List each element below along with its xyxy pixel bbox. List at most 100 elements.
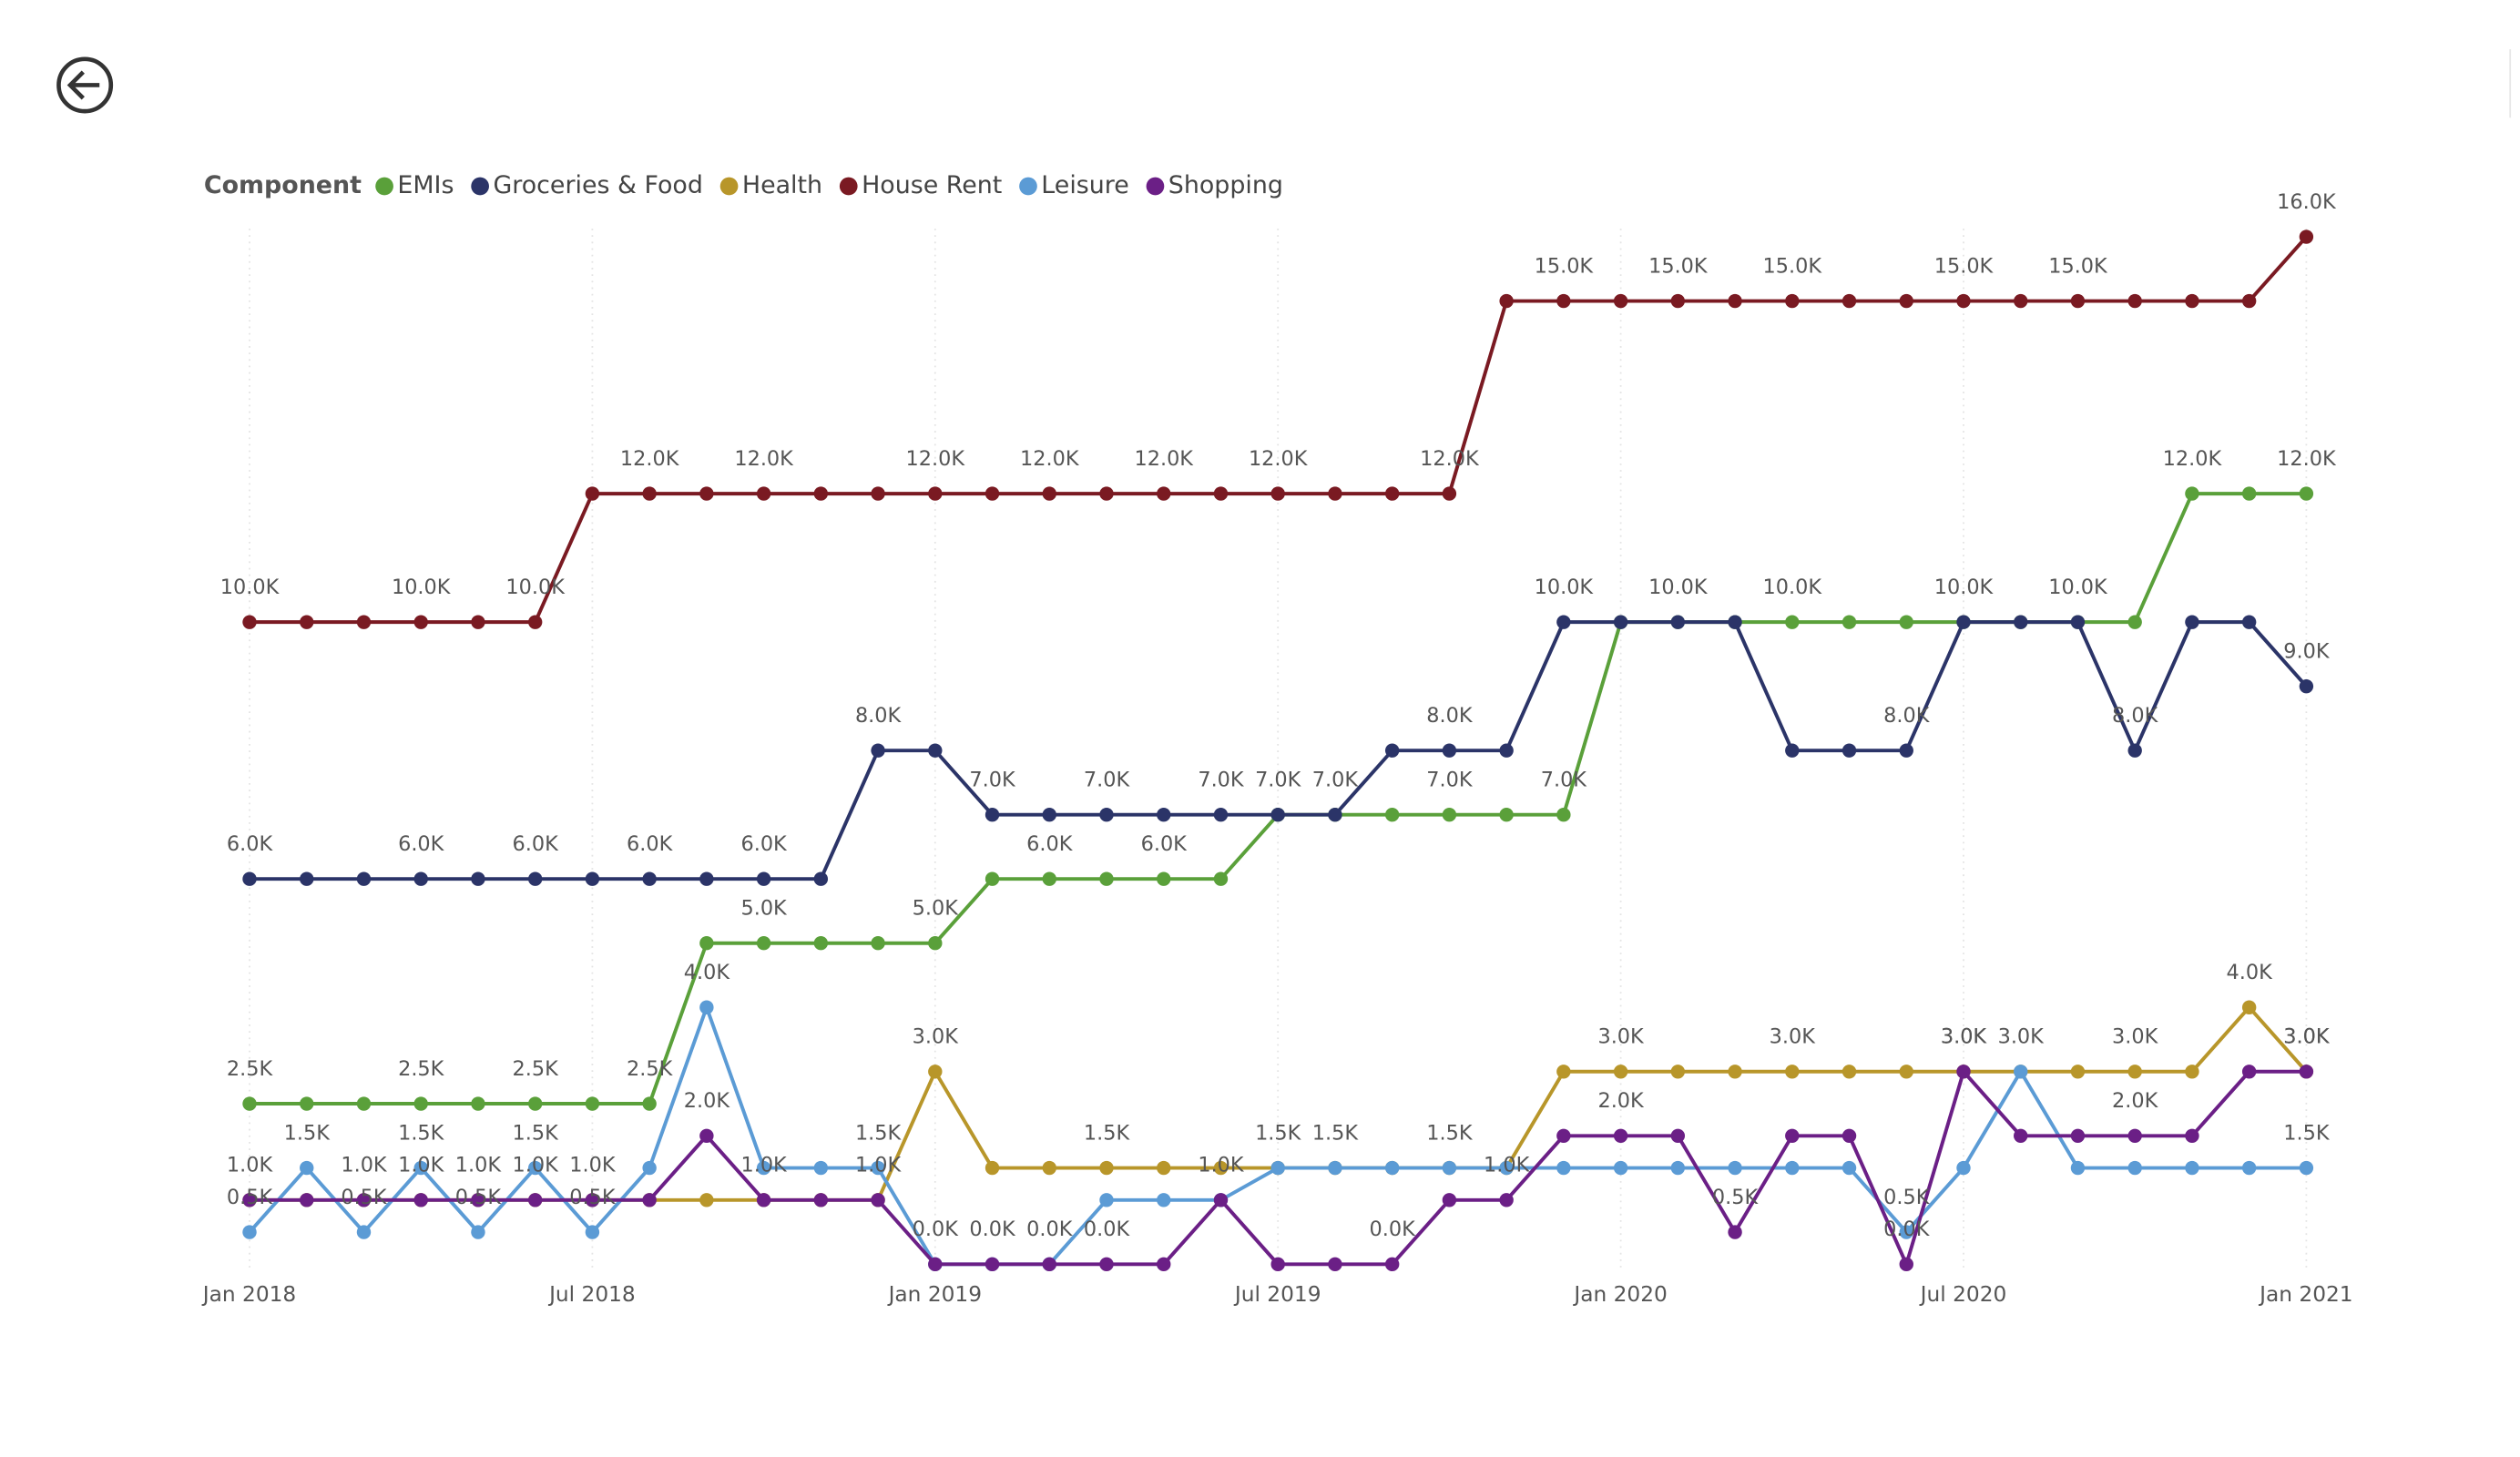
data-label: 3.0K <box>2283 1025 2331 1049</box>
data-point <box>928 1257 943 1272</box>
data-label: 1.0K <box>740 1154 788 1177</box>
data-point <box>585 1193 600 1207</box>
data-point <box>2185 293 2199 309</box>
data-label: 12.0K <box>1420 447 1480 471</box>
data-point <box>527 1160 543 1176</box>
data-label: 4.0K <box>684 961 731 984</box>
data-point <box>300 1193 314 1207</box>
data-point <box>871 1193 885 1207</box>
data-point <box>1384 743 1400 758</box>
data-point <box>2299 1160 2314 1176</box>
data-point <box>1556 807 1571 822</box>
data-label: 6.0K <box>627 832 674 856</box>
data-point <box>1270 1257 1285 1272</box>
data-label: 0.0K <box>913 1218 960 1241</box>
data-label: 15.0K <box>1763 254 1823 278</box>
data-point <box>2185 1128 2199 1143</box>
data-label: 1.5K <box>398 1121 445 1145</box>
data-point <box>356 871 372 886</box>
data-point <box>1270 486 1285 501</box>
legend-item[interactable]: Groceries & Food <box>471 171 703 199</box>
data-point <box>1157 1257 1171 1272</box>
data-point <box>1384 1257 1400 1272</box>
legend-marker <box>471 177 489 196</box>
data-label: 6.0K <box>398 832 445 856</box>
data-point <box>1328 486 1342 501</box>
data-label: 1.5K <box>855 1121 903 1145</box>
data-point <box>527 615 543 629</box>
data-label: 7.0K <box>1084 769 1131 792</box>
data-point <box>2127 1128 2142 1143</box>
data-point <box>300 615 314 629</box>
data-label: 12.0K <box>906 447 966 471</box>
data-point <box>1157 1160 1171 1176</box>
data-point <box>242 1096 257 1111</box>
data-point <box>1556 615 1571 629</box>
data-label: 2.5K <box>627 1057 674 1081</box>
data-point <box>1899 1225 1913 1239</box>
data-label: 2.5K <box>227 1057 274 1081</box>
x-tick-label: Jul 2018 <box>547 1282 636 1307</box>
legend-label: House Rent <box>862 171 1002 199</box>
data-label: 6.0K <box>227 832 274 856</box>
data-point <box>642 1096 657 1111</box>
data-point <box>1785 615 1800 629</box>
data-label: 0.0K <box>1026 1218 1074 1241</box>
data-label: 6.0K <box>740 832 788 856</box>
data-label: 1.5K <box>2283 1121 2331 1145</box>
data-point <box>1099 486 1114 501</box>
data-point <box>1213 1193 1229 1207</box>
data-point <box>527 871 543 886</box>
data-label: 15.0K <box>2048 254 2108 278</box>
legend-marker <box>719 177 739 196</box>
legend-item[interactable]: House Rent <box>839 171 1002 199</box>
data-label: 15.0K <box>1648 254 1709 278</box>
data-label: 10.0K <box>1934 576 1995 599</box>
data-label: 1.0K <box>398 1154 445 1177</box>
data-point <box>1099 1193 1114 1207</box>
legend-label: Groceries & Food <box>493 171 702 199</box>
data-label: 0.5K <box>1712 1186 1760 1209</box>
data-point <box>642 486 657 501</box>
data-label: 0.0K <box>1084 1218 1131 1241</box>
data-point <box>928 743 943 758</box>
back-button[interactable] <box>56 56 114 114</box>
legend-item[interactable]: Health <box>719 171 822 199</box>
data-point <box>2127 615 2142 629</box>
x-tick-label: Jan 2021 <box>2258 1282 2352 1307</box>
data-point <box>1157 807 1171 822</box>
legend-marker <box>1146 177 1165 196</box>
data-point <box>1042 807 1056 822</box>
data-point <box>300 871 314 886</box>
data-label: 15.0K <box>1934 254 1995 278</box>
data-point <box>413 871 428 886</box>
data-label: 12.0K <box>620 447 680 471</box>
data-point <box>242 615 257 629</box>
data-point <box>813 936 829 951</box>
data-label: 3.0K <box>2283 1025 2331 1049</box>
data-label: 0.0K <box>1883 1218 1931 1241</box>
data-label: 2.5K <box>398 1057 445 1081</box>
data-label: 10.0K <box>2048 576 2108 599</box>
data-label: 7.0K <box>969 769 1016 792</box>
data-label: 9.0K <box>2283 640 2331 664</box>
data-point <box>1442 1160 1457 1176</box>
legend-item[interactable]: Shopping <box>1146 171 1283 199</box>
legend-label: Health <box>742 171 822 199</box>
data-point <box>1842 615 1857 629</box>
data-point <box>1785 1065 1800 1079</box>
data-point <box>413 1193 428 1207</box>
legend-item[interactable]: EMIs <box>375 171 454 199</box>
data-point <box>1499 1160 1514 1176</box>
data-point <box>1728 1225 1742 1239</box>
data-point <box>699 1128 714 1143</box>
data-point <box>756 936 771 951</box>
data-label: 1.0K <box>513 1154 560 1177</box>
data-label: 0.0K <box>969 1218 1016 1241</box>
legend-item[interactable]: Leisure <box>1019 171 1129 199</box>
data-point <box>242 1225 257 1239</box>
data-point <box>1499 1193 1514 1207</box>
legend-label: Shopping <box>1168 171 1283 199</box>
x-tick-label: Jan 2018 <box>201 1282 296 1307</box>
